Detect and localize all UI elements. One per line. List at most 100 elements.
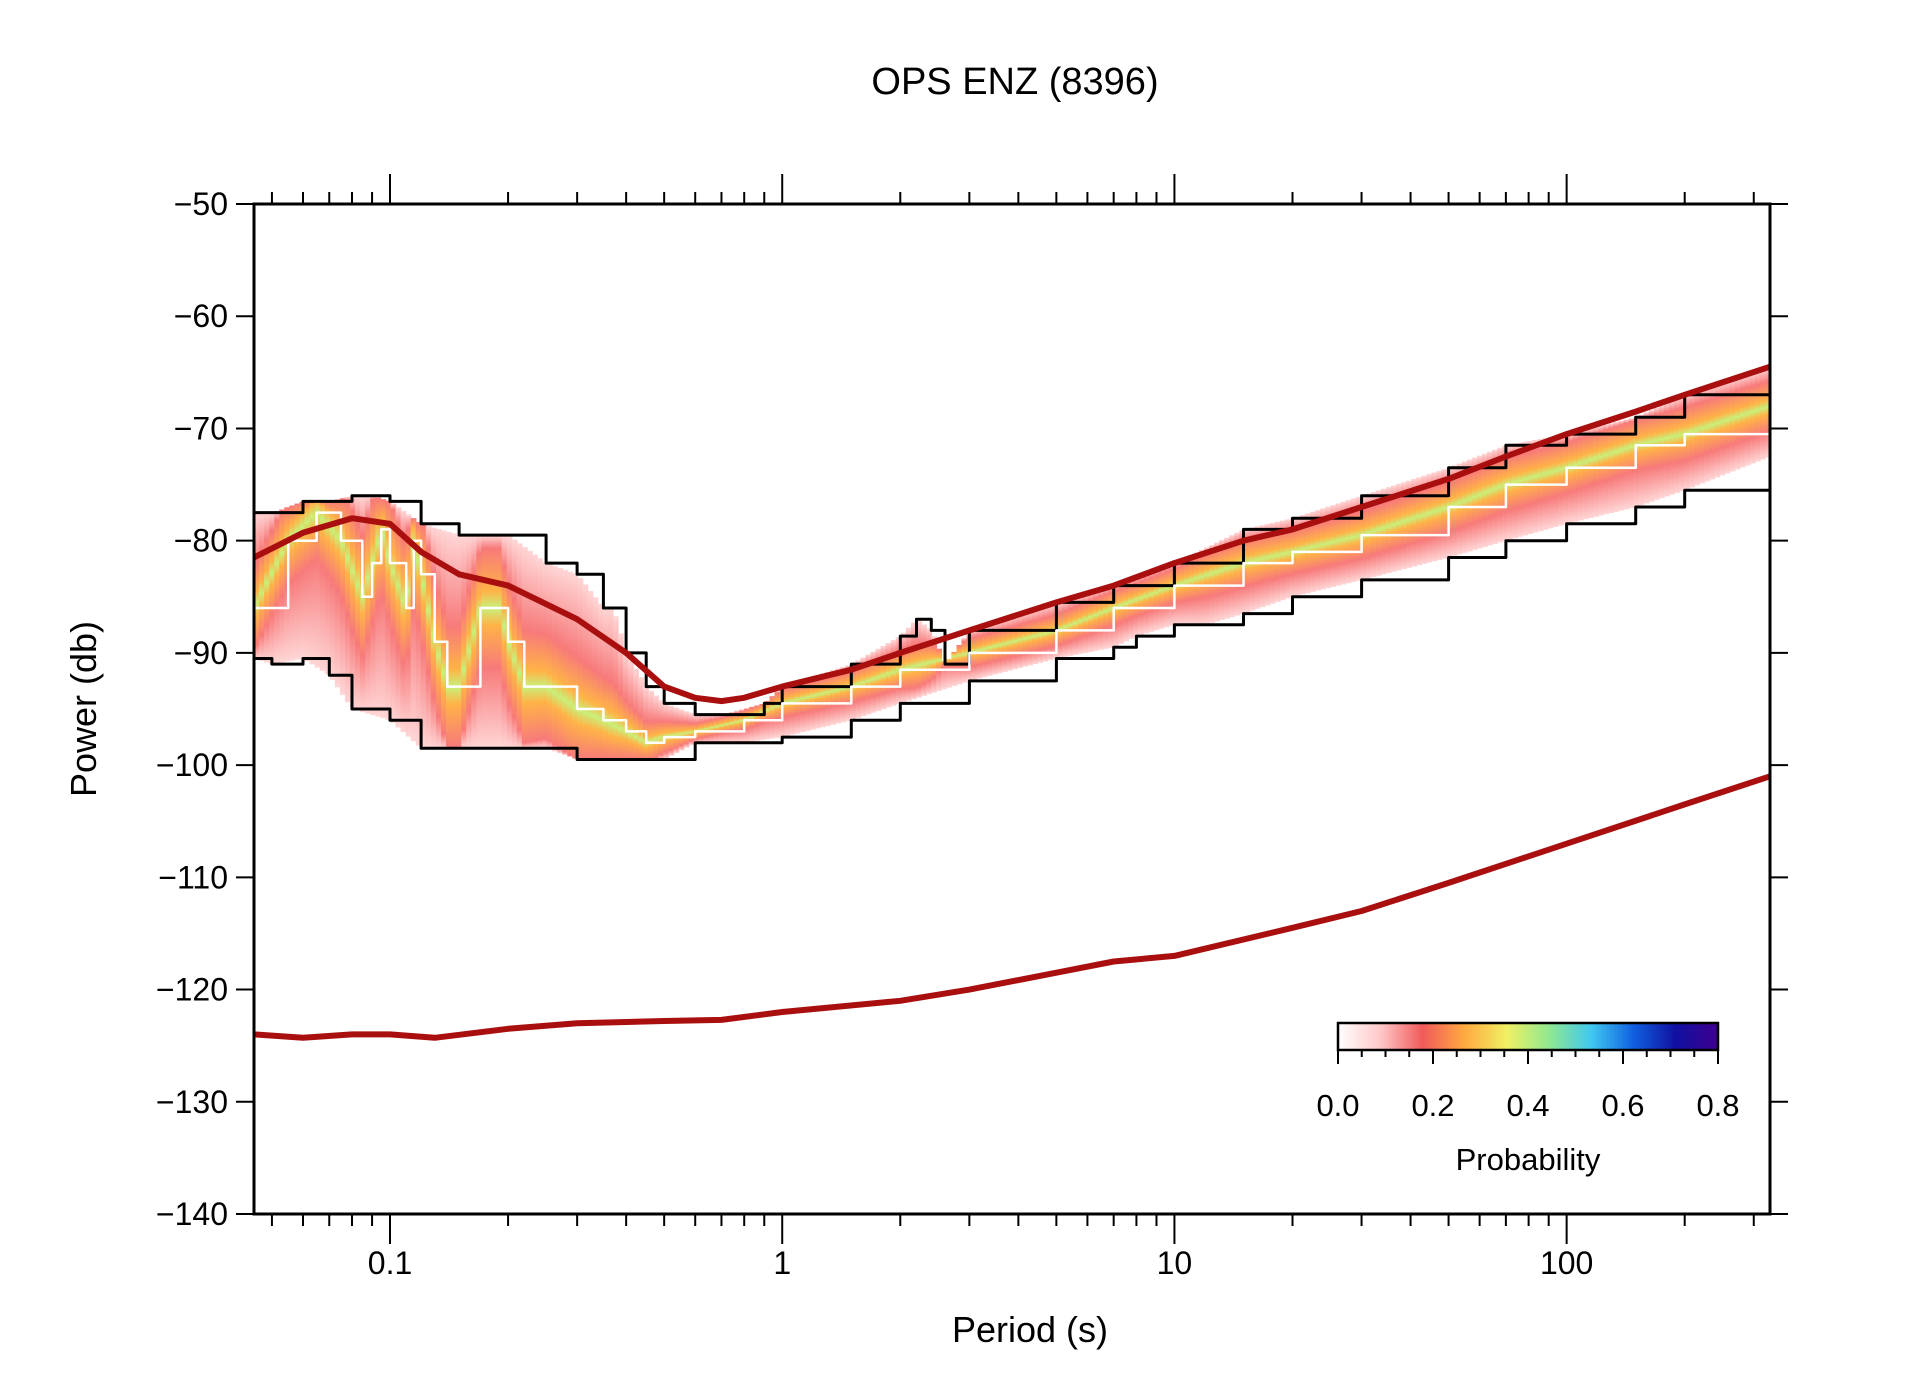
density-column: [612, 616, 619, 760]
density-column: [1527, 440, 1534, 534]
density-column: [1476, 455, 1483, 549]
density-column: [405, 514, 412, 737]
density-column: [365, 495, 372, 714]
density-column: [531, 554, 538, 749]
density-column: [1729, 379, 1736, 472]
density-column: [991, 622, 998, 675]
density-column: [597, 603, 604, 760]
density-column: [339, 498, 346, 695]
density-column: [1451, 465, 1458, 556]
density-column: [1355, 496, 1362, 581]
density-column: [602, 608, 609, 760]
density-column: [885, 642, 892, 708]
colorbar: 0.0 0.2 0.4 0.6 0.8 Probability: [1316, 1021, 1740, 1177]
density-column: [1284, 519, 1291, 599]
density-column: [673, 707, 680, 754]
density-column: [1734, 377, 1741, 470]
density-column: [784, 684, 791, 736]
density-column: [1300, 514, 1306, 595]
y-tick-label: −140: [156, 1196, 228, 1232]
density-column: [1694, 390, 1701, 486]
density-column: [1022, 612, 1028, 667]
density-column: [1143, 573, 1150, 634]
density-column: [900, 632, 907, 703]
density-column: [1345, 500, 1352, 584]
density-column: [648, 690, 655, 760]
density-column: [425, 525, 432, 749]
density-column: [1532, 439, 1539, 533]
density-column: [491, 535, 498, 749]
density-column: [1754, 370, 1761, 462]
density-column: [1572, 431, 1579, 522]
density-column: [1027, 610, 1034, 666]
series-new-high-noise-model: [252, 363, 1771, 705]
density-column: [1325, 506, 1332, 589]
density-column: [324, 501, 331, 675]
density-column: [309, 501, 316, 665]
density-column: [734, 710, 740, 743]
density-column: [1598, 425, 1605, 516]
density-column: [1092, 590, 1099, 651]
series-new-low-noise-model: [253, 773, 1771, 1041]
density-column: [1406, 480, 1413, 568]
density-column: [420, 524, 427, 749]
density-column: [1618, 420, 1625, 511]
density-column: [921, 624, 927, 696]
density-column: [1663, 403, 1670, 497]
density-column: [1487, 451, 1493, 546]
density-column: [375, 497, 382, 717]
density-column: [299, 501, 306, 659]
probability-density-layer: [254, 367, 1771, 760]
density-column: [1648, 410, 1655, 502]
y-tick-label: −60: [174, 298, 228, 334]
density-column: [713, 714, 720, 743]
density-column: [572, 573, 579, 759]
density-column: [1507, 444, 1514, 540]
density-column: [1643, 412, 1650, 504]
density-column: [1699, 389, 1706, 484]
density-column: [329, 500, 336, 680]
y-axis: −140 −130 −120 −110 −100 −90 −80 −70 −60 −50: [156, 186, 1788, 1232]
density-column: [1588, 428, 1594, 518]
density-column: [1153, 569, 1160, 631]
density-column: [1512, 443, 1519, 539]
density-column: [385, 500, 392, 720]
density-column: [870, 651, 877, 713]
density-column: [1244, 528, 1251, 613]
density-column: [1679, 396, 1685, 492]
density-column: [1148, 571, 1155, 632]
density-column: [1522, 441, 1529, 536]
density-column: [708, 714, 715, 743]
density-column: [1188, 554, 1195, 625]
density-column: [1082, 593, 1089, 653]
density-column: [668, 705, 675, 756]
density-column: [440, 530, 447, 749]
density-column: [1653, 407, 1660, 500]
density-column: [658, 700, 665, 760]
density-column: [653, 695, 660, 760]
density-column: [1431, 472, 1438, 562]
density-column: [1466, 459, 1473, 552]
density-column: [607, 608, 614, 760]
density-column: [643, 685, 649, 760]
density-column: [683, 711, 690, 748]
x-tick-label: 1: [773, 1245, 791, 1281]
density-column: [1118, 582, 1124, 644]
density-column: [1593, 426, 1599, 517]
density-column: [1481, 453, 1488, 547]
density-column: [931, 636, 937, 693]
density-column: [582, 584, 589, 760]
colorbar-label: Probability: [1456, 1142, 1601, 1177]
density-column: [400, 510, 407, 733]
density-column: [274, 510, 281, 664]
density-column: [617, 633, 624, 760]
density-column: [1709, 385, 1716, 480]
density-column: [1744, 374, 1751, 466]
density-column: [355, 495, 361, 711]
density-column: [410, 518, 417, 742]
plot-frame: [252, 202, 1772, 1216]
density-column: [542, 561, 548, 749]
density-column: [941, 661, 948, 690]
density-column: [1411, 478, 1418, 567]
